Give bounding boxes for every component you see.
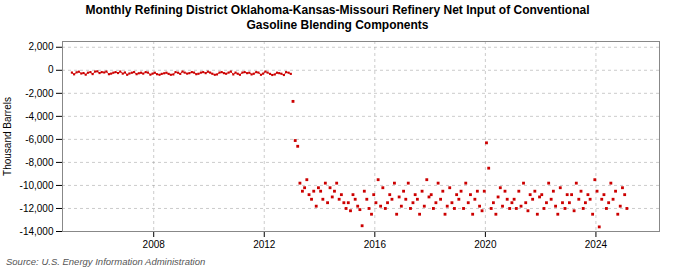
svg-text:-14,000: -14,000 xyxy=(20,226,54,237)
svg-text:-2,000: -2,000 xyxy=(25,88,54,99)
svg-text:2012: 2012 xyxy=(253,239,276,250)
svg-text:0: 0 xyxy=(48,64,54,75)
html-text:Monthly Refining District Okla: Monthly Refining District Oklahoma-Kansa… xyxy=(85,3,590,32)
html-text:Source: U.S. Energy Informatio: Source: U.S. Energy Information Administ… xyxy=(6,256,206,267)
svg-text:2020: 2020 xyxy=(474,239,497,250)
svg-text:-8,000: -8,000 xyxy=(25,157,54,168)
svg-text:2008: 2008 xyxy=(143,239,166,250)
svg-text:-6,000: -6,000 xyxy=(25,134,54,145)
svg-text:2024: 2024 xyxy=(585,239,608,250)
svg-text:2016: 2016 xyxy=(364,239,387,250)
svg-text:Thousand Barrels: Thousand Barrels xyxy=(2,97,13,176)
svg-text:2,000: 2,000 xyxy=(28,41,53,52)
svg-text:-4,000: -4,000 xyxy=(25,111,54,122)
svg-text:-10,000: -10,000 xyxy=(20,180,54,191)
svg-text:-12,000: -12,000 xyxy=(20,203,54,214)
